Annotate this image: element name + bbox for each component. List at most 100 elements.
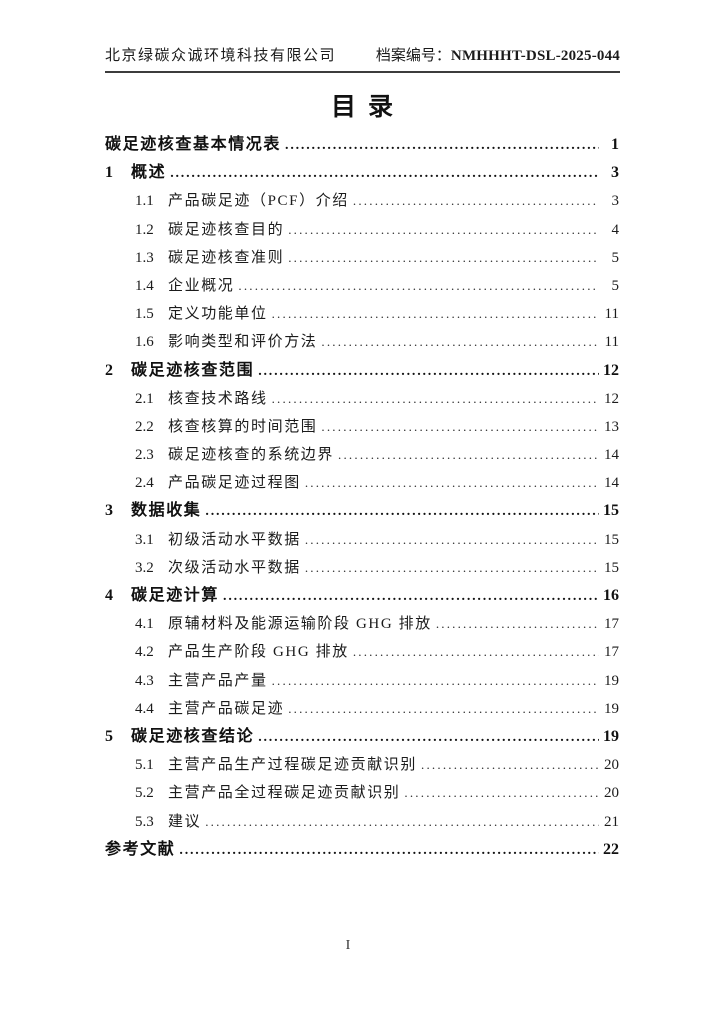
toc-dot-leader: ........................................… [205, 504, 599, 520]
toc-dot-leader: ........................................… [304, 475, 599, 491]
toc-row: 2.2 核查核算的时间范围 ..........................… [105, 413, 619, 441]
toc-entry-page: 20 [604, 757, 619, 774]
toc-row: 1.3 碳足迹核查准则 ............................… [105, 244, 619, 272]
toc-row: 5.1 主营产品生产过程碳足迹贡献识别 ....................… [105, 751, 619, 779]
toc-entry-number: 4.4 [135, 700, 154, 717]
toc-entry-label: 核查技术路线 [168, 390, 268, 407]
toc-entry-number: 1.3 [135, 249, 154, 266]
toc-dot-leader: ........................................… [271, 672, 599, 688]
toc-entry-page: 12 [603, 361, 619, 379]
toc-row: 3.1 初级活动水平数据 ...........................… [105, 526, 619, 554]
toc-dot-leader: ........................................… [179, 842, 599, 858]
toc-dot-leader: ........................................… [271, 306, 599, 322]
toc-entry-label: 定义功能单位 [168, 306, 268, 323]
toc-dot-leader: ........................................… [304, 531, 599, 547]
toc-entry-number: 1.4 [135, 277, 154, 294]
toc-row: 5.2 主营产品全过程碳足迹贡献识别 .....................… [105, 779, 619, 807]
toc-dot-leader: ........................................… [321, 418, 599, 434]
toc-entry-page: 19 [604, 672, 619, 689]
toc-entry-label: 碳足迹核查基本情况表 [105, 136, 282, 153]
toc-entry-page: 11 [604, 306, 619, 323]
toc-dot-leader: ........................................… [288, 700, 599, 716]
toc-row: 1.2 碳足迹核查目的 ............................… [105, 216, 619, 244]
toc-entry-label: 主营产品生产过程碳足迹贡献识别 [168, 757, 418, 774]
toc-entry-label: 主营产品全过程碳足迹贡献识别 [168, 785, 401, 802]
toc-dot-leader: ........................................… [288, 221, 599, 237]
toc-dot-leader: ........................................… [338, 447, 599, 463]
toc-entry-number: 4.1 [135, 616, 154, 633]
toc-row: 1.5 定义功能单位 .............................… [105, 300, 619, 328]
toc-entry-number: 2.4 [135, 475, 154, 492]
toc-entry-label: 主营产品产量 [168, 672, 268, 689]
toc-title: 目录 [330, 94, 405, 121]
toc-dot-leader: ........................................… [404, 785, 599, 801]
toc-entry-number: 1.5 [135, 306, 154, 323]
toc-entry-number: 4 [105, 587, 113, 604]
toc-entry-label: 主营产品碳足迹 [168, 700, 285, 717]
toc-entry-number: 1.1 [135, 193, 154, 210]
toc-dot-leader: ........................................… [170, 166, 599, 182]
toc-row: 4.1 原辅材料及能源运输阶段 GHG 排放 .................… [105, 610, 619, 638]
toc-entry-number: 4.2 [135, 644, 154, 661]
toc-entry-number: 1.2 [135, 221, 154, 238]
toc-row: 5 碳足迹核查结论 ..............................… [105, 723, 619, 751]
toc-entry-number: 5.3 [135, 813, 154, 830]
toc-dot-leader: ........................................… [258, 363, 599, 379]
toc-entry-label: 核查核算的时间范围 [168, 418, 318, 435]
toc-entry-page: 16 [603, 587, 619, 604]
toc-entry-label: 碳足迹核查结论 [131, 727, 255, 745]
toc-row: 1.4 企业概况 ...............................… [105, 272, 619, 300]
toc-entry-label: 建议 [168, 813, 202, 830]
toc-entry-number: 5 [105, 727, 113, 745]
toc-entry-page: 1 [611, 136, 619, 153]
toc-entry-number: 1 [105, 164, 113, 182]
toc-entry-label: 原辅材料及能源运输阶段 GHG 排放 [168, 616, 432, 633]
toc-entry-page: 5 [611, 249, 620, 266]
toc-row: 1.1 产品碳足迹（PCF）介绍 .......................… [105, 187, 619, 215]
table-of-contents: 碳足迹核查基本情况表 .............................… [105, 131, 619, 864]
page-number: I [345, 938, 351, 953]
toc-entry-page: 12 [604, 390, 619, 407]
toc-row: 4.4 主营产品碳足迹 ............................… [105, 695, 619, 723]
file-number-label: 档案编号： [375, 48, 451, 64]
toc-entry-label: 产品碳足迹过程图 [168, 475, 301, 492]
toc-entry-number: 3.1 [135, 531, 154, 548]
toc-dot-leader: ........................................… [205, 813, 599, 829]
toc-row: 2.3 碳足迹核查的系统边界 .........................… [105, 441, 619, 469]
toc-entry-label: 碳足迹核查准则 [168, 249, 285, 266]
toc-entry-label: 产品生产阶段 GHG 排放 [168, 644, 349, 661]
toc-entry-page: 3 [611, 164, 619, 182]
toc-entry-label: 碳足迹核查的系统边界 [168, 447, 335, 464]
toc-dot-leader: ........................................… [352, 644, 599, 660]
toc-row: 2.4 产品碳足迹过程图 ...........................… [105, 469, 619, 497]
toc-entry-label: 次级活动水平数据 [168, 559, 301, 576]
toc-dot-leader: ........................................… [435, 616, 599, 632]
file-number-value: NMHHHT-DSL-2025-044 [450, 48, 620, 64]
toc-entry-number: 5.1 [135, 757, 154, 774]
toc-dot-leader: ........................................… [421, 757, 599, 773]
toc-entry-page: 17 [604, 644, 619, 661]
toc-row: 1 概述 ...................................… [105, 159, 619, 187]
toc-dot-leader: ........................................… [304, 559, 599, 575]
toc-row: 1.6 影响类型和评价方法 ..........................… [105, 328, 619, 356]
toc-dot-leader: ........................................… [258, 729, 599, 745]
toc-entry-label: 企业概况 [168, 277, 235, 294]
toc-row: 4.2 产品生产阶段 GHG 排放 ......................… [105, 638, 619, 666]
toc-dot-leader: ........................................… [271, 390, 599, 406]
toc-row: 参考文献 ...................................… [105, 836, 619, 864]
toc-entry-number: 2.2 [135, 418, 154, 435]
toc-entry-number: 2.1 [135, 390, 154, 407]
toc-entry-number: 4.3 [135, 672, 154, 689]
toc-entry-page: 21 [604, 813, 619, 830]
toc-dot-leader: ........................................… [223, 589, 599, 604]
toc-entry-page: 19 [603, 727, 619, 745]
page-header: 北京绿碳众诚环境科技有限公司 档案编号：NMHHHT-DSL-2025-044 [105, 46, 620, 73]
toc-entry-page: 14 [604, 475, 619, 492]
company-name: 北京绿碳众诚环境科技有限公司 [105, 48, 337, 64]
toc-dot-leader: ........................................… [352, 193, 599, 209]
toc-entry-page: 22 [603, 840, 619, 858]
toc-dot-leader: ........................................… [238, 277, 599, 293]
toc-entry-page: 4 [611, 221, 620, 238]
toc-entry-page: 5 [611, 277, 620, 294]
